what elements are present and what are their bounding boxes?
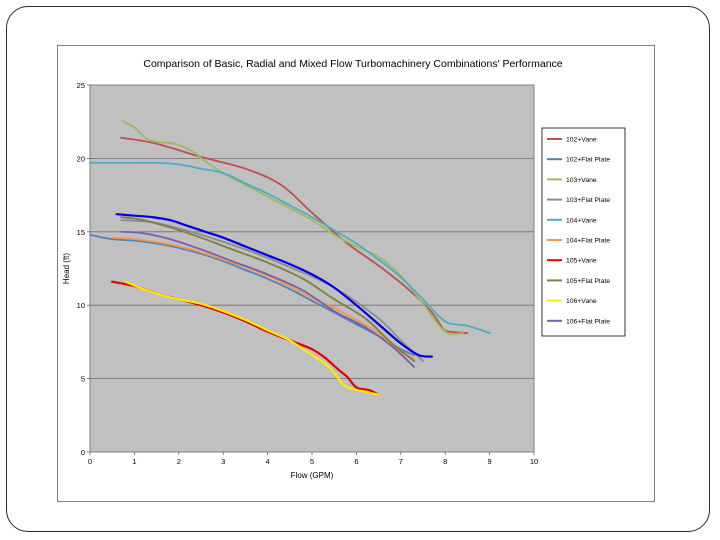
series-line-unlabeled-blue (115, 213, 433, 358)
chart-title: Comparison of Basic, Radial and Mixed Fl… (143, 58, 562, 70)
x-tick-label: 7 (399, 457, 403, 466)
legend-entry: 104+Vane (566, 217, 597, 224)
series-line-102-flat-plate (89, 233, 415, 356)
x-tick-label: 1 (132, 457, 136, 466)
x-tick-label: 9 (488, 457, 492, 466)
y-tick-label: 15 (77, 228, 85, 237)
legend-entry: 106+Vane (566, 298, 597, 305)
plot-area (89, 84, 535, 453)
gridlines (90, 158, 534, 380)
series-line-106-vane (124, 280, 380, 396)
legend-entry: 106+Flat Plate (566, 318, 610, 325)
series-line-104-flat-plate (111, 236, 415, 359)
x-tick-label: 6 (354, 457, 358, 466)
y-tick-label: 25 (77, 81, 85, 90)
legend-entry: 105+Flat Plate (566, 278, 610, 285)
y-axis-label: Head (ft) (62, 253, 71, 284)
legend-entry: 104+Flat Plate (566, 238, 610, 245)
series-line-105-flat-plate (120, 216, 415, 362)
x-axis-label: Flow (GPM) (291, 471, 334, 480)
legend-entry: 102+Vane (566, 137, 597, 144)
legend-entry: 103+Vane (566, 177, 597, 184)
y-tick-label: 20 (77, 154, 85, 163)
line-chart: Comparison of Basic, Radial and Mixed Fl… (57, 45, 655, 502)
legend-entry: 102+Flat Plate (566, 157, 610, 164)
axis-ticks: 0 5 10 15 20 25 0 1 2 3 4 5 6 7 8 9 10 (77, 81, 539, 466)
x-tick-label: 4 (266, 457, 270, 466)
x-tick-label: 8 (443, 457, 447, 466)
x-tick-label: 5 (310, 457, 314, 466)
legend: 102+Vane 102+Flat Plate 103+Vane 103+Flat P… (541, 127, 626, 337)
series-line-106-flat-plate (120, 230, 415, 368)
x-tick-label: 0 (88, 457, 92, 466)
legend-entry: 103+Flat Plate (566, 197, 610, 204)
chart-container: Comparison of Basic, Radial and Mixed Fl… (57, 45, 655, 502)
y-tick-label: 5 (81, 375, 85, 384)
legend-entry: 105+Vane (566, 258, 597, 265)
series-line-103-vane (122, 120, 464, 336)
x-tick-label: 3 (221, 457, 225, 466)
x-tick-label: 2 (177, 457, 181, 466)
series-line-103-flat-plate (120, 219, 424, 362)
x-tick-label: 10 (530, 457, 538, 466)
series-lines (89, 120, 491, 396)
y-tick-label: 0 (81, 448, 85, 457)
y-tick-label: 10 (77, 301, 85, 310)
series-line-104-vane (89, 161, 491, 334)
